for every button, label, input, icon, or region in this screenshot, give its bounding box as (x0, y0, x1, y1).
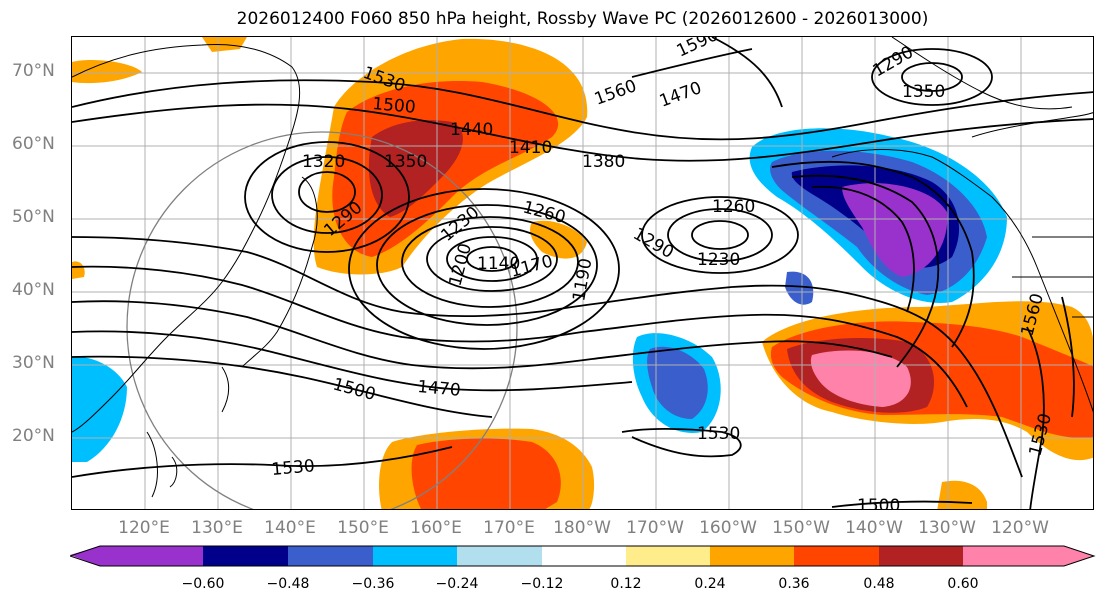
lon-label: 130°W (918, 518, 976, 538)
lon-label: 180°W (553, 518, 611, 538)
colorbar-tick: −0.36 (351, 576, 395, 592)
contour-label: 1440 (450, 120, 493, 140)
contour-label: 1320 (302, 152, 345, 172)
lon-label: 120°W (991, 518, 1049, 538)
contour-label: 1410 (509, 138, 552, 158)
lat-label: 40°N (12, 280, 55, 300)
colorbar-cells (70, 545, 1096, 567)
lat-label: 30°N (12, 353, 55, 373)
colorbar-tick: −0.12 (520, 576, 564, 592)
map-title: 2026012400 F060 850 hPa height, Rossby W… (236, 9, 929, 29)
contour-label: 1380 (582, 152, 625, 172)
lat-label: 50°N (12, 207, 55, 227)
colorbar-cell (794, 546, 879, 566)
colorbar-tick: 0.48 (863, 576, 895, 592)
lon-label: 140°W (845, 518, 903, 538)
colorbar-tick: −0.24 (435, 576, 479, 592)
lon-label: 160°E (410, 518, 462, 538)
colorbar-outline (70, 545, 1096, 567)
contour-label: 1500 (331, 375, 378, 406)
lon-label: 130°E (191, 518, 243, 538)
colorbar-cell (457, 546, 542, 566)
colorbar-cell (288, 546, 373, 566)
map-panel: 1590 1530 1500 1560 1470 1440 1410 1380 … (71, 36, 1094, 510)
lon-label: 170°W (626, 518, 684, 538)
lon-label: 160°W (699, 518, 757, 538)
lon-label: 150°W (772, 518, 830, 538)
colorbar-cell (963, 546, 1094, 566)
contour-label: 1350 (902, 82, 945, 102)
contour-label: 1500 (857, 496, 900, 510)
lat-label: 20°N (12, 426, 55, 446)
colorbar-cell (710, 546, 794, 566)
map-canvas: 1590 1530 1500 1560 1470 1440 1410 1380 … (72, 37, 1093, 510)
colorbar (70, 545, 1096, 567)
contour-label: 1530 (271, 456, 316, 480)
contour-label: 1290 (870, 42, 917, 81)
colorbar-tick: 0.24 (694, 576, 726, 592)
colorbar-tick: 0.12 (610, 576, 642, 592)
anomaly-shading (72, 37, 1093, 509)
contour-label: 1470 (657, 78, 704, 112)
contour-label: 1140 (477, 254, 520, 274)
colorbar-tick: −0.48 (266, 576, 310, 592)
lon-label: 140°E (264, 518, 316, 538)
lat-label: 60°N (12, 134, 55, 154)
contour-label: 1530 (697, 424, 740, 444)
colorbar-cell (626, 546, 710, 566)
colorbar-tick: −0.60 (181, 576, 225, 592)
lat-label: 70°N (12, 61, 55, 81)
colorbar-cell (373, 546, 457, 566)
colorbar-tick: 0.60 (947, 576, 979, 592)
lon-label: 170°E (483, 518, 535, 538)
colorbar-cell (70, 546, 203, 566)
contour-label: 1500 (372, 94, 417, 118)
contour-label: 1560 (592, 76, 639, 110)
lon-label: 120°E (118, 518, 170, 538)
lon-label: 150°E (337, 518, 389, 538)
contour-label: 1230 (697, 250, 740, 270)
contour-label: 1260 (712, 197, 755, 217)
colorbar-tick: 0.36 (778, 576, 810, 592)
height-contours (72, 37, 1093, 509)
range-circle (126, 131, 518, 509)
contour-label: 1350 (384, 152, 427, 172)
colorbar-cell (879, 546, 963, 566)
colorbar-cell (203, 546, 288, 566)
colorbar-cell (542, 546, 626, 566)
contour-label: 1470 (417, 377, 462, 401)
contour-label: 1190 (569, 257, 596, 303)
